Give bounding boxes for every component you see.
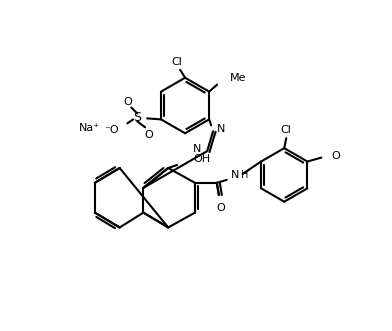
Text: Cl: Cl	[281, 125, 292, 135]
Text: N: N	[193, 144, 201, 154]
Text: Cl: Cl	[172, 57, 183, 67]
Text: ⁻O: ⁻O	[104, 125, 119, 135]
Text: Me: Me	[230, 73, 247, 83]
Text: N: N	[230, 170, 239, 180]
Text: O: O	[145, 130, 154, 140]
Text: H: H	[241, 170, 248, 180]
Text: O: O	[216, 203, 225, 213]
Text: Na⁺: Na⁺	[79, 123, 100, 133]
Text: N: N	[217, 124, 225, 134]
Text: O: O	[123, 97, 132, 107]
Text: OH: OH	[193, 154, 210, 164]
Text: O: O	[331, 151, 340, 161]
Text: S: S	[133, 111, 141, 124]
